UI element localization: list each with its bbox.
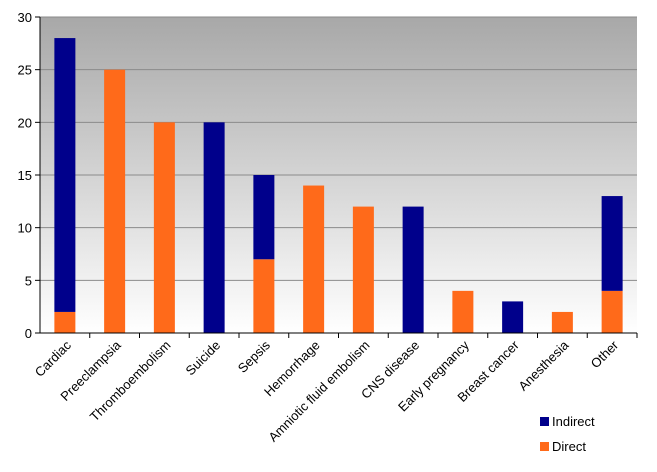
legend-label-direct: Direct bbox=[552, 439, 586, 454]
bar-indirect-cardiac bbox=[54, 38, 76, 312]
bar-indirect-suicide bbox=[203, 122, 225, 333]
gridlines bbox=[40, 16, 637, 281]
bar-direct-thromboembolism bbox=[153, 122, 175, 333]
y-tick-label: 20 bbox=[18, 115, 32, 130]
y-tick-label: 5 bbox=[25, 273, 32, 288]
x-tick-label: Suicide bbox=[182, 338, 223, 379]
bar-indirect-sepsis bbox=[253, 175, 275, 260]
bar-direct-sepsis bbox=[253, 259, 275, 333]
bar-indirect-cns-disease bbox=[402, 206, 424, 333]
legend-label-indirect: Indirect bbox=[552, 414, 595, 429]
x-tick-label: Anesthesia bbox=[515, 337, 572, 394]
y-tick-label: 25 bbox=[18, 63, 32, 78]
y-tick-label: 30 bbox=[18, 10, 32, 25]
bar-direct-cardiac bbox=[54, 311, 76, 333]
legend: Indirect Direct bbox=[540, 414, 595, 454]
x-tick-label: Sepsis bbox=[235, 337, 274, 376]
bar-direct-preeclampsia bbox=[104, 69, 126, 334]
y-tick-label: 10 bbox=[18, 221, 32, 236]
bar-direct-anesthesia bbox=[551, 311, 573, 333]
bar-indirect-breast-cancer bbox=[502, 301, 524, 333]
bar-direct-amniotic-fluid-embolism bbox=[352, 206, 374, 333]
y-axis: 0 5 10 15 20 25 30 bbox=[18, 10, 41, 341]
bar-indirect-other bbox=[601, 196, 623, 291]
x-tick-label: Amniotic fluid embolism bbox=[265, 338, 372, 445]
bar-direct-hemorrhage bbox=[303, 185, 325, 333]
y-tick-label: 0 bbox=[25, 326, 32, 341]
x-tick-label: Other bbox=[588, 337, 622, 371]
legend-swatch-direct bbox=[540, 442, 549, 451]
y-tick-label: 15 bbox=[18, 168, 32, 183]
legend-swatch-indirect bbox=[540, 417, 549, 426]
x-tick-label: Cardiac bbox=[32, 337, 75, 380]
bar-direct-early-pregnancy bbox=[452, 290, 474, 333]
bar-direct-other bbox=[601, 290, 623, 333]
bars bbox=[54, 38, 623, 334]
